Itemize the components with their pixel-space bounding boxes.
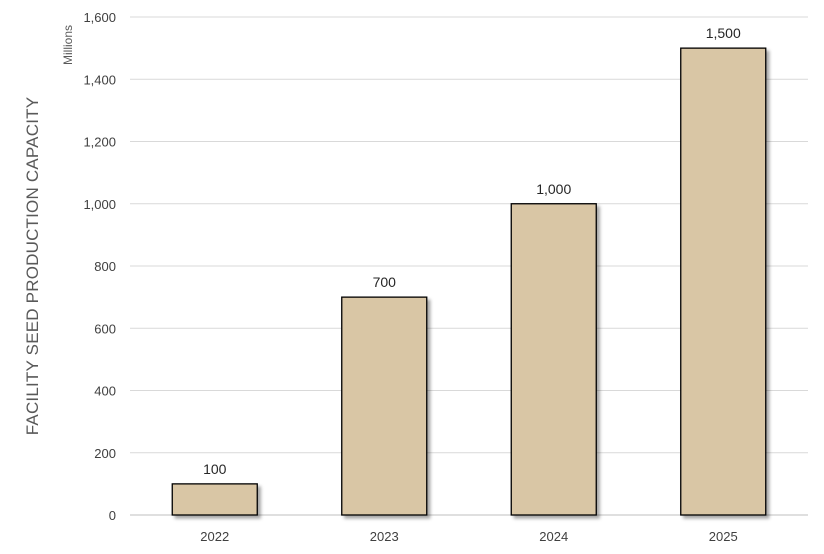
bars	[171, 47, 767, 516]
bar-2022	[171, 483, 258, 516]
data-labels: 100 700 1,000 1,500	[203, 25, 741, 477]
y-axis-units-label: Millions	[61, 25, 75, 65]
x-tick-label-2023: 2023	[370, 529, 399, 544]
y-tick-label: 1,600	[83, 10, 116, 25]
y-tick-label: 1,200	[83, 135, 116, 150]
y-tick-label: 1,400	[83, 72, 116, 87]
y-tick-label: 800	[94, 259, 116, 274]
y-axis-tick-labels: 0 200 400 600 800 1,000 1,200 1,400 1,600	[83, 10, 116, 523]
data-label-2025: 1,500	[706, 25, 741, 41]
y-tick-label: 400	[94, 384, 116, 399]
x-tick-label-2025: 2025	[709, 529, 738, 544]
x-tick-label-2024: 2024	[539, 529, 568, 544]
bar-2024	[510, 203, 597, 516]
y-axis-title: FACILITY SEED PRODUCTION CAPACITY	[23, 97, 42, 435]
data-label-2023: 700	[373, 274, 397, 290]
y-tick-label: 200	[94, 446, 116, 461]
gridlines	[130, 16, 808, 516]
bar-2023	[341, 296, 428, 516]
y-tick-label: 0	[109, 508, 116, 523]
bar-2025	[680, 47, 767, 516]
data-label-2022: 100	[203, 461, 227, 477]
data-label-2024: 1,000	[536, 181, 571, 197]
y-tick-label: 600	[94, 321, 116, 336]
x-axis-tick-labels: 2022 2023 2024 2025	[200, 529, 737, 544]
y-tick-label: 1,000	[83, 197, 116, 212]
x-tick-label-2022: 2022	[200, 529, 229, 544]
